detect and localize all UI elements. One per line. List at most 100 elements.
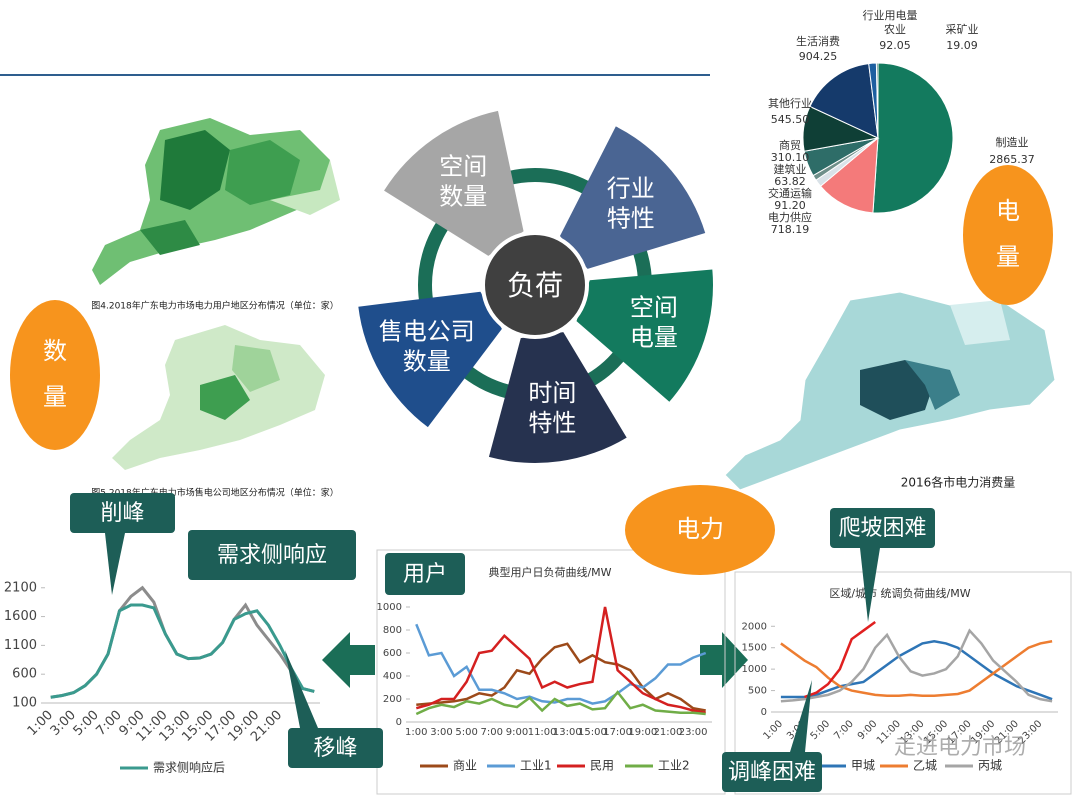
petal-label: 空间 (439, 153, 487, 181)
y-tick-label: 0 (396, 717, 402, 728)
legend-label: 工业1 (520, 759, 552, 773)
arrow-right (700, 632, 748, 688)
petal-label: 售电公司 (379, 318, 475, 346)
petal (384, 110, 524, 256)
x-tick-label: 3:00 (430, 727, 452, 738)
callout-box (385, 553, 465, 595)
series-line (415, 606, 706, 715)
series-line (415, 690, 706, 716)
callout-pointer (105, 533, 125, 595)
pie-label: 采矿业 (946, 23, 979, 36)
x-tick-label: 23:00 (679, 727, 708, 738)
callout-box (288, 728, 383, 768)
callout-pointer (285, 650, 318, 728)
petal-label: 空间 (630, 294, 678, 322)
y-tick-label: 500 (748, 686, 767, 697)
callout-box (70, 493, 175, 533)
center-label: 负荷 (507, 269, 563, 302)
pie-value-label: 2865.37 (989, 153, 1035, 166)
map-retailers (112, 325, 325, 470)
series-line (416, 642, 706, 712)
map-consumption (724, 291, 1056, 491)
petal-label: 数量 (439, 183, 487, 211)
pie-slice (819, 136, 879, 214)
y-tick-label: 400 (383, 671, 402, 682)
circle-label: 电 (996, 197, 1020, 225)
x-tick-label: 21:00 (654, 727, 683, 738)
legend-label: 民用 (590, 759, 614, 773)
series-line (780, 640, 1053, 701)
callout-label: 用户 (403, 562, 447, 587)
x-tick-label: 5:00 (455, 727, 477, 738)
chart-title: 区域/城市 统调负荷曲线/MW (829, 586, 970, 600)
y-tick-label: 100 (12, 696, 37, 711)
legend-label: 甲城 (851, 759, 875, 773)
panel-border (734, 571, 1072, 795)
circle-label: 量 (43, 383, 67, 411)
x-tick-label: 1:00 (761, 718, 785, 742)
map-users (92, 118, 345, 295)
y-tick-label: 200 (383, 694, 402, 705)
pie-value-label: 904.25 (799, 50, 838, 63)
petal (559, 126, 706, 269)
legend-label: 工业2 (658, 759, 690, 773)
pie-label: 交通运输 (768, 186, 812, 200)
legend-label: 商业 (453, 758, 477, 773)
x-tick-label: 19:00 (628, 727, 657, 738)
callout-box (722, 752, 822, 792)
pie-title: 行业用电量 (863, 9, 918, 22)
y-tick-label: 1000 (742, 664, 767, 675)
petal-label: 行业 (607, 175, 655, 203)
callout-pointer (790, 680, 812, 752)
pie-slice (875, 62, 879, 139)
petal-label: 时间 (528, 379, 576, 407)
chart-title: 典型用户日负荷曲线/MW (488, 565, 611, 579)
map-caption: 2016各市电力消费量 (901, 475, 1016, 490)
petal-label: 数量 (403, 348, 451, 376)
legend-label: 需求侧响应后 (153, 760, 225, 775)
y-tick-label: 1600 (4, 609, 37, 624)
callout-label: 移峰 (313, 736, 357, 761)
y-tick-label: 0 (761, 707, 767, 718)
pie-label: 建筑业 (774, 162, 807, 176)
pie-value-label: 545.50 (771, 113, 810, 126)
callout-box (830, 508, 935, 548)
petal-label: 电量 (630, 324, 678, 352)
legend-label: 丙城 (978, 759, 1002, 773)
y-tick-label: 800 (383, 625, 402, 636)
pie-value-label: 91.20 (774, 199, 806, 212)
y-tick-label: 2100 (4, 580, 37, 595)
petal-label: 特性 (607, 205, 655, 233)
circle-label: 数 (43, 337, 67, 365)
map-caption: 图4.2018年广东电力市场电力用户地区分布情况（单位：家） (91, 300, 339, 312)
callout-pointer (860, 548, 880, 622)
callout-label: 削峰 (100, 501, 144, 526)
highlight-circle (625, 485, 775, 575)
highlight-circle (963, 165, 1053, 305)
y-tick-label: 1000 (377, 602, 402, 613)
circle-label: 量 (996, 243, 1020, 271)
pie-slice (809, 63, 879, 139)
series-line (780, 640, 1053, 697)
callout-label: 需求侧响应 (217, 543, 327, 568)
series-line (804, 620, 876, 699)
y-tick-label: 1500 (742, 643, 767, 654)
y-tick-label: 600 (383, 648, 402, 659)
pie-label: 农业 (884, 22, 906, 36)
pie-label: 商贸 (779, 138, 801, 152)
pie-label: 电力供应 (768, 210, 812, 224)
circle-label: 电力 (676, 515, 724, 543)
x-tick-label: 9:00 (506, 727, 528, 738)
x-tick-label: 17:00 (603, 727, 632, 738)
legend-label: 乙城 (913, 759, 937, 773)
x-tick-label: 13:00 (553, 727, 582, 738)
pie-value-label: 63.82 (774, 175, 806, 188)
callout-box (188, 530, 356, 580)
pie-value-label: 718.19 (771, 223, 810, 236)
panel-border (376, 549, 726, 795)
petal (576, 269, 713, 402)
y-tick-label: 2000 (742, 621, 767, 632)
pie-value-label: 92.05 (879, 39, 911, 52)
petal (358, 291, 502, 428)
pie-label: 其他行业 (768, 97, 812, 110)
